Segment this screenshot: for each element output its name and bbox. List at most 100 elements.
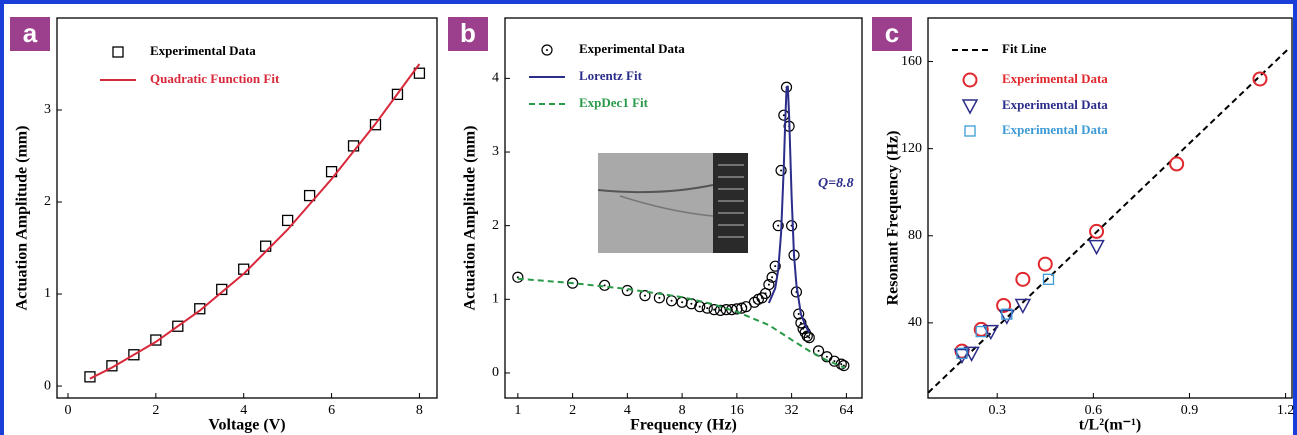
x-tick-label: 0.9 [1181,403,1199,418]
marker-triangle [961,99,979,115]
y-axis-title: Actuation Amplitude (mm) [462,126,479,311]
marker-dot [690,302,693,305]
x-tick-label: 4 [240,403,247,418]
legend-label: Quadratic Function Fit [150,71,280,86]
y-tick-label: 2 [44,194,51,209]
marker-dot [808,336,811,339]
plot-frame [504,17,863,399]
legend-label: ExpDec1 Fit [579,95,649,110]
marker-circle [1037,256,1053,272]
marker-dot [825,355,828,358]
marker-dot [713,308,716,311]
marker-dot [780,169,783,172]
inset-photo [597,153,748,253]
x-axis-title: Frequency (Hz) [630,417,737,434]
marker-square [216,283,228,296]
x-tick-label: 0.6 [1085,403,1103,418]
marker-dot [764,292,767,295]
marker-triangle [1014,298,1032,315]
marker-circle [803,332,815,344]
y-tick-label: 80 [908,228,922,243]
marker-circle [772,220,784,232]
marker-circle [714,304,727,316]
marker-dot [603,284,606,287]
marker-circle [541,44,553,56]
y-tick-label: 4 [492,71,499,86]
marker-dot [745,305,748,308]
x-tick-label: 1.2 [1277,403,1295,418]
y-tick-label: 0 [492,365,499,380]
marker-circle [838,359,850,372]
plot-area [928,47,1290,394]
marker-circle [763,278,775,291]
marker-circle [775,164,787,177]
marker-square [303,189,316,202]
x-tick-label: 4 [624,403,631,418]
marker-square [172,320,184,332]
x-tick-label: 2 [569,403,576,418]
marker-circle [512,271,524,283]
y-axis-title: Resonant Frequency (Hz) [885,131,902,306]
marker-square [194,303,206,315]
marker-dot [706,307,709,310]
x-tick-label: 32 [785,403,799,418]
panel-label-box [872,17,912,51]
panel-label: b [460,18,476,48]
marker-square [391,88,404,101]
y-tick-label: 160 [901,54,922,69]
marker-circle [795,317,807,329]
marker-circle [769,260,781,272]
series-line [517,277,846,369]
marker-dot [643,294,646,297]
marker-dot [658,296,661,299]
marker-circle [962,72,978,88]
marker-circle [973,321,989,337]
panel-label-box [10,17,50,51]
marker-square [150,334,162,346]
x-tick-label: 16 [730,403,744,418]
marker-dot [546,49,548,51]
y-tick-label: 1 [492,292,499,307]
series-line [89,63,421,380]
marker-square [956,347,968,360]
marker-triangle [982,324,1000,341]
legend-label: Lorentz Fit [579,68,643,83]
plot-area [84,63,426,383]
marker-dot [797,313,800,316]
marker-square [413,67,426,79]
marker-dot [806,335,809,338]
legend-label: Experimental Data [1002,122,1108,137]
marker-dot [799,321,802,324]
legend-label: Fit Line [1002,41,1047,56]
marker-dot [782,114,785,117]
y-tick-label: 120 [901,141,922,156]
marker-dot [774,265,777,268]
marker-dot [817,349,820,352]
marker-circle [708,304,720,316]
marker-dot [516,276,519,279]
plot-frame [927,17,1293,399]
marker-dot [767,283,770,286]
legend-label: Experimental Data [1002,97,1108,112]
x-tick-label: 8 [679,403,686,418]
x-tick-label: 0 [64,403,71,418]
marker-square [281,214,294,227]
marker-circle [736,302,748,314]
marker-dot [840,363,843,366]
marker-square [112,46,124,58]
marker-square [964,125,976,137]
panel-label: a [23,18,38,48]
marker-circle [1089,223,1105,239]
marker-dot [833,360,836,363]
annotation: Q=8.8 [818,176,854,191]
y-tick-label: 3 [44,102,51,117]
marker-triangle [963,346,980,362]
marker-circle [639,290,651,302]
y-tick-label: 3 [492,144,499,159]
marker-triangle [1088,239,1105,256]
marker-circle [828,355,841,367]
y-tick-label: 40 [908,315,922,330]
x-axis-title: t/L²(m⁻¹) [1079,417,1141,434]
x-tick-label: 8 [416,403,423,418]
